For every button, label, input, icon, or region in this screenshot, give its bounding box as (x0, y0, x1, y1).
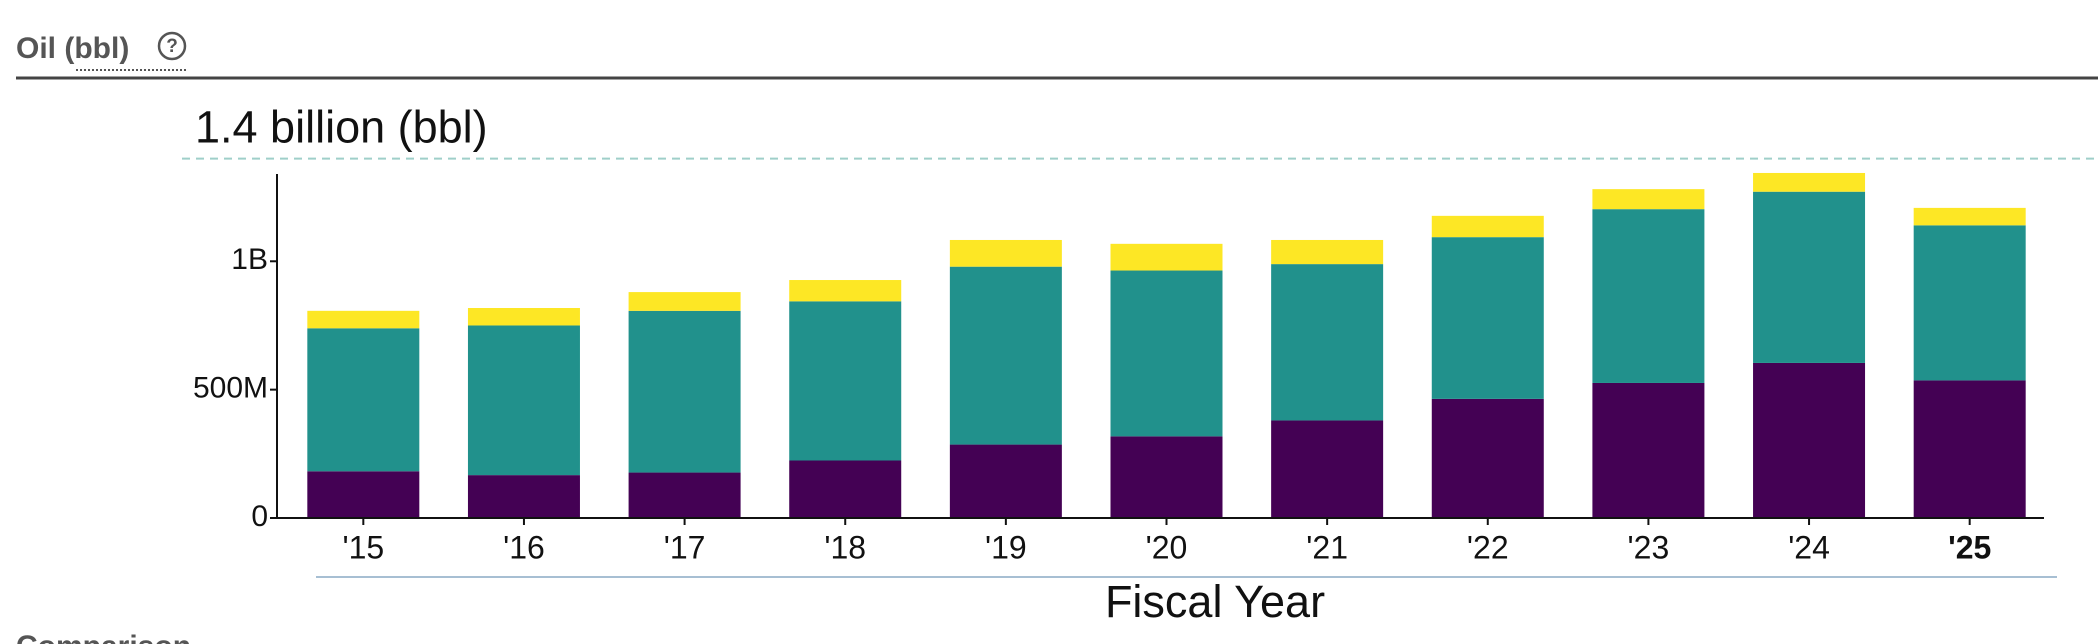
bar-segment (1271, 420, 1384, 518)
bar-segment (307, 328, 420, 472)
x-tick-label: '18 (824, 529, 866, 565)
bar-segment (1431, 398, 1544, 518)
bar-segment (1913, 207, 2026, 226)
bar-segment (1110, 243, 1223, 271)
bar-segment (1110, 270, 1223, 437)
bar-segment (1913, 380, 2026, 518)
bar-segment (1753, 362, 1866, 518)
bar-segment (1592, 382, 1705, 518)
bar-segment (1753, 172, 1866, 192)
reference-label: 1.4 billion (bbl) (195, 101, 488, 152)
x-tick-label: '20 (1146, 529, 1188, 565)
bar-segment (1592, 189, 1705, 210)
x-tick-label: '21 (1306, 529, 1348, 565)
x-tick-label: '17 (664, 529, 706, 565)
section-title: Oil (bbl) (16, 32, 129, 65)
x-axis-label: Fiscal Year (1105, 576, 1325, 627)
bar-segment (1271, 239, 1384, 265)
x-tick-label: '23 (1628, 529, 1670, 565)
y-tick-label: 0 (251, 500, 268, 533)
x-tick-label: '24 (1788, 529, 1830, 565)
bar-segment (789, 280, 902, 302)
bar-segment (949, 266, 1062, 445)
bar-segment (949, 239, 1062, 267)
bar-segment (1271, 264, 1384, 421)
x-tick-label: '16 (503, 529, 545, 565)
x-tick-label: '25 (1948, 529, 1991, 565)
bar-segment (789, 460, 902, 518)
bar-segment (307, 310, 420, 329)
help-icon-text[interactable]: ? (166, 36, 178, 57)
bar-segment (628, 292, 741, 311)
bar-segment (1110, 436, 1223, 518)
bar-segment (1913, 225, 2026, 381)
x-tick-label: '22 (1467, 529, 1509, 565)
bar-segment (1431, 237, 1544, 399)
bar-segment (628, 472, 741, 518)
next-section-title: Comparison (16, 630, 191, 644)
bar-segment (1592, 209, 1705, 383)
bar-segment (307, 471, 420, 518)
bar-segment (628, 310, 741, 473)
x-tick-label: '15 (342, 529, 384, 565)
bar-segment (949, 444, 1062, 518)
help-icon[interactable] (157, 31, 187, 61)
x-tick-label: '19 (985, 529, 1027, 565)
bar-segment (1753, 191, 1866, 363)
bar-segment (1431, 215, 1544, 238)
bar-segment (467, 308, 580, 326)
y-tick-label: 500M (193, 372, 268, 405)
y-tick-label: 1B (231, 243, 268, 276)
bar-segment (467, 325, 580, 476)
bar-segment (789, 301, 902, 461)
bar-segment (467, 475, 580, 518)
